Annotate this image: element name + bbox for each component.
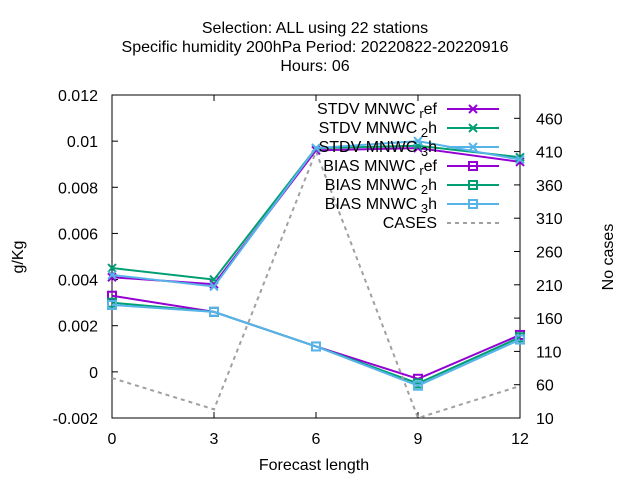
x-tick-label: 9 [414, 431, 423, 448]
legend-label: BIAS MNWC 3h [325, 196, 437, 216]
y2-tick-label: 160 [536, 311, 563, 328]
x-axis-ticks: 0 3 6 9 12 [108, 95, 529, 448]
legend-label: STDV MNWC ref [317, 101, 438, 121]
y2-tick-label: 260 [536, 245, 563, 262]
series-line [111, 303, 521, 387]
data-point [107, 290, 117, 301]
y2-tick-label: 360 [536, 178, 563, 195]
legend-item: CASES [383, 215, 499, 232]
title-line-selection: Selection: ALL using 22 stations [202, 20, 428, 37]
y2-tick-label: 110 [536, 344, 562, 361]
y2-tick-label: 410 [536, 145, 563, 162]
y-tick-label: 0.004 [58, 273, 98, 290]
y-tick-label: 0.002 [58, 319, 98, 336]
data-point [413, 380, 423, 391]
series-stdv-mnwc-2h [107, 141, 525, 285]
legend-label: CASES [383, 215, 437, 232]
series-cases [111, 148, 521, 420]
legend-marker [468, 161, 478, 171]
legend-marker [468, 199, 478, 209]
y-tick-label: 0.01 [67, 134, 98, 151]
x-tick-label: 3 [210, 431, 219, 448]
legend-item: BIAS MNWC ref [323, 158, 499, 178]
data-point [107, 263, 117, 273]
legend-label: STDV MNWC 3h [319, 139, 437, 159]
x-tick-label: 0 [108, 431, 117, 448]
y2-tick-label: 10 [536, 411, 554, 428]
data-point [209, 281, 219, 292]
legend-marker [468, 123, 478, 133]
y2-tick-label: 460 [536, 111, 563, 128]
y2-axis-ticks: 10 60 110 160 210 260 310 360 410 460 [514, 111, 563, 428]
series-bias-mnwc-ref [107, 290, 525, 384]
data-point [311, 143, 321, 153]
y-tick-label: 0 [89, 365, 98, 382]
data-point [107, 270, 117, 280]
series-line [111, 140, 521, 288]
series-line [111, 148, 521, 420]
series-line [111, 147, 521, 286]
legend-label: BIAS MNWC 2h [325, 177, 437, 197]
legend-marker [468, 142, 478, 152]
legend-marker [468, 104, 478, 114]
legend-label: BIAS MNWC ref [323, 158, 437, 178]
y-tick-label: -0.002 [53, 411, 98, 428]
data-point [515, 154, 525, 165]
y2-tick-label: 60 [536, 378, 554, 395]
legend-item: STDV MNWC 3h [319, 139, 499, 159]
data-point [311, 341, 321, 352]
title-line-parameter-period: Specific humidity 200hPa Period: 2022082… [122, 39, 509, 56]
x-tick-label: 12 [511, 431, 529, 448]
y2-tick-label: 310 [536, 211, 563, 228]
series-bias-mnwc-3h [107, 299, 525, 391]
x-axis-label: Forecast length [259, 457, 369, 474]
legend-marker [468, 180, 478, 190]
y-axis-label: g/Kg [10, 241, 27, 274]
y2-axis-label: No cases [600, 224, 617, 291]
y-tick-label: 0.006 [58, 226, 98, 243]
title-line-hours: Hours: 06 [280, 58, 349, 75]
y-tick-label: 0.008 [58, 180, 98, 197]
legend-item: STDV MNWC 2h [319, 120, 499, 140]
data-point [209, 306, 219, 317]
series-layer [107, 136, 525, 420]
series-stdv-mnwc-3h [107, 136, 525, 292]
data-point [515, 334, 525, 345]
chart-title: Selection: ALL using 22 stations Specifi… [122, 20, 509, 75]
data-point [413, 136, 423, 146]
y2-tick-label: 210 [536, 278, 563, 295]
x-tick-label: 6 [312, 431, 321, 448]
legend-label: STDV MNWC 2h [319, 120, 437, 140]
legend-item: BIAS MNWC 3h [325, 196, 499, 216]
legend-item: BIAS MNWC 2h [325, 177, 499, 197]
y-tick-label: 0.012 [58, 88, 98, 105]
data-point [107, 299, 117, 310]
y-axis-ticks: -0.002 0 0.002 0.004 0.006 0.008 0.01 0.012 [53, 88, 118, 428]
plot-frame [111, 94, 521, 419]
legend-item: STDV MNWC ref [317, 101, 499, 121]
